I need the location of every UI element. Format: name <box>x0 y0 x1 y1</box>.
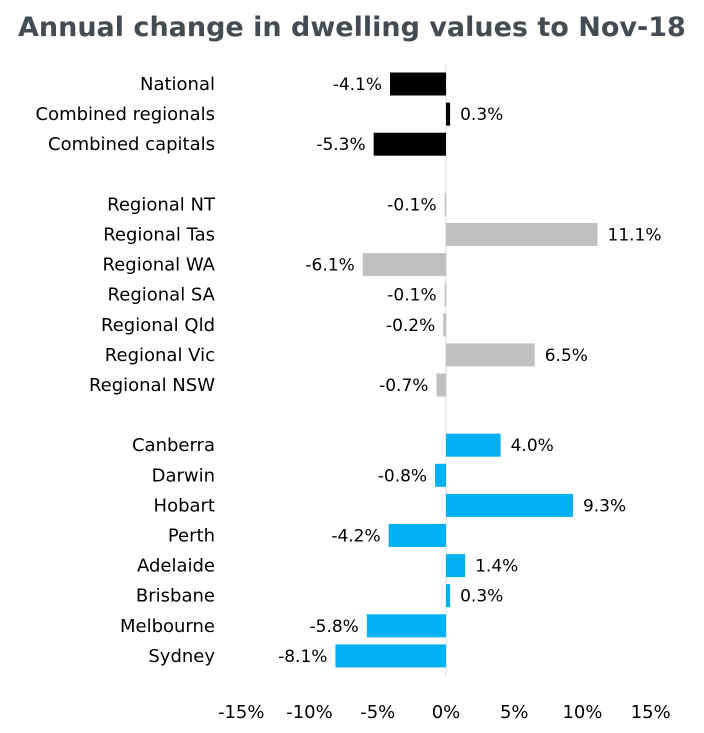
bar <box>446 343 535 367</box>
data-label: 6.5% <box>545 346 588 366</box>
x-tick-label: 0% <box>432 702 461 723</box>
bar <box>435 463 446 487</box>
x-tick-label: -10% <box>286 702 333 723</box>
category-label: Regional SA <box>108 285 216 306</box>
data-label: -6.1% <box>305 256 354 276</box>
category-label: Melbourne <box>120 616 215 637</box>
bar <box>446 584 451 608</box>
bar <box>436 373 446 397</box>
data-label: -8.1% <box>278 647 327 667</box>
bar <box>446 493 573 517</box>
bar <box>444 283 446 307</box>
data-label: -0.1% <box>387 286 436 306</box>
data-label: 9.3% <box>583 496 626 516</box>
data-label: 11.1% <box>608 226 662 246</box>
data-label: 0.3% <box>460 587 503 607</box>
bar <box>446 554 466 578</box>
bar <box>444 192 446 216</box>
chart-title: Annual change in dwelling values to Nov-… <box>18 12 686 43</box>
data-label: 0.3% <box>460 105 503 125</box>
bar <box>366 614 446 638</box>
bar <box>443 313 446 337</box>
bar <box>388 524 446 547</box>
bar <box>362 253 446 277</box>
category-label: Perth <box>168 526 215 547</box>
category-label: Hobart <box>154 495 215 516</box>
category-label: Regional NT <box>107 194 216 215</box>
category-label: Adelaide <box>137 556 215 577</box>
category-label: Regional Qld <box>101 315 215 336</box>
bar <box>335 644 446 668</box>
bar <box>446 102 451 126</box>
x-tick-label: -15% <box>218 702 265 723</box>
category-label: Regional Tas <box>103 225 215 246</box>
bar <box>446 223 598 246</box>
data-label: -0.2% <box>386 316 435 336</box>
data-label: -0.8% <box>378 466 427 486</box>
data-label: -5.8% <box>310 617 359 637</box>
bar <box>390 72 446 96</box>
category-label: Regional Vic <box>105 345 215 366</box>
bar <box>373 132 446 156</box>
category-label: National <box>140 74 215 95</box>
data-label: -4.1% <box>333 75 382 95</box>
data-label: -4.2% <box>331 527 380 547</box>
category-label: Darwin <box>152 465 215 486</box>
category-label: Canberra <box>132 435 215 456</box>
category-label: Combined capitals <box>48 134 215 155</box>
x-tick-label: 10% <box>562 702 602 723</box>
category-label: Regional WA <box>103 255 216 276</box>
x-tick-label: -5% <box>360 702 395 723</box>
x-tick-label: 5% <box>500 702 529 723</box>
bar <box>446 433 501 457</box>
data-label: -0.1% <box>387 195 436 215</box>
data-label: -5.3% <box>316 135 365 155</box>
data-label: -0.7% <box>379 376 428 396</box>
data-label: 4.0% <box>511 436 554 456</box>
category-label: Brisbane <box>136 586 215 607</box>
category-label: Regional NSW <box>89 375 215 396</box>
category-label: Combined regionals <box>35 104 215 125</box>
data-label: 1.4% <box>475 557 518 577</box>
x-tick-label: 15% <box>631 702 671 723</box>
category-label: Sydney <box>148 646 215 667</box>
